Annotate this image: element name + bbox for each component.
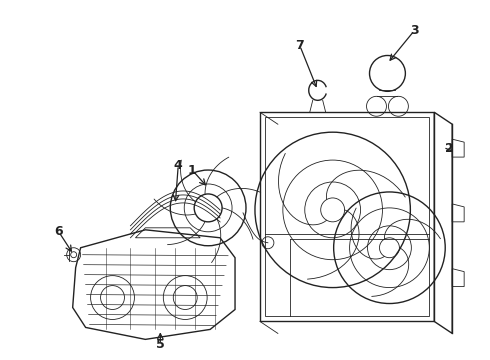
Text: 5: 5 — [156, 338, 165, 351]
Text: 6: 6 — [54, 225, 63, 238]
Text: 7: 7 — [295, 39, 304, 52]
Text: 4: 4 — [174, 158, 183, 172]
Text: 2: 2 — [445, 141, 454, 155]
Text: 1: 1 — [188, 163, 196, 176]
Text: 3: 3 — [410, 24, 418, 37]
